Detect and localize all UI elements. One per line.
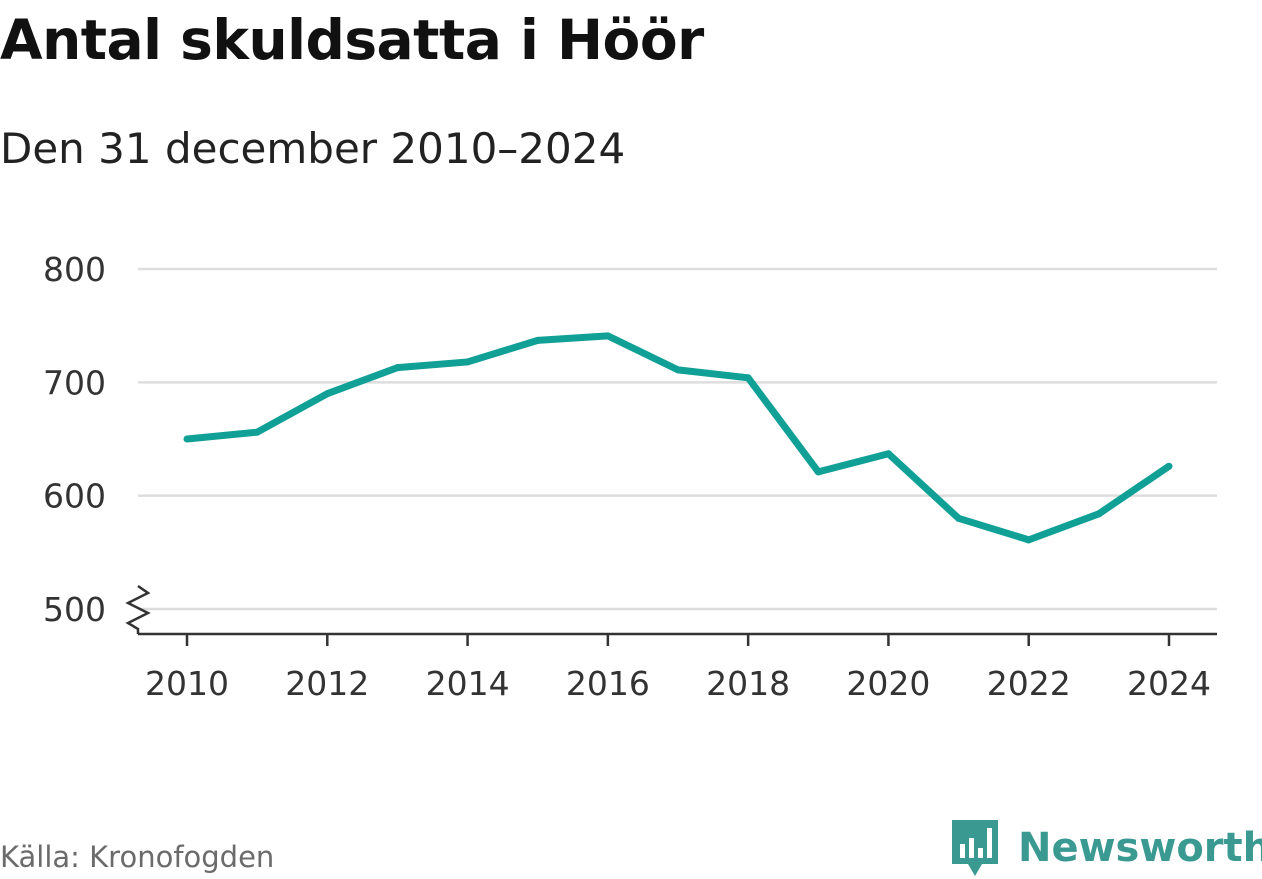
brand-logo: Newsworthy <box>950 818 1262 878</box>
data-point <box>955 514 963 522</box>
y-tick-label: 600 <box>43 477 106 516</box>
chart-subtitle: Den 31 december 2010–2024 <box>0 124 626 173</box>
data-point <box>884 450 892 458</box>
x-tick-label: 2010 <box>145 664 229 703</box>
data-point <box>1095 510 1103 518</box>
data-point <box>604 332 612 340</box>
x-tick-label: 2014 <box>426 664 510 703</box>
x-tick-labels: 2010 2012 2014 2016 2018 2020 2022 2024 <box>145 664 1211 703</box>
y-tick-labels: 500 600 700 800 <box>43 250 106 629</box>
y-tick-label: 700 <box>43 363 106 402</box>
data-point <box>183 435 191 443</box>
x-tick-label: 2018 <box>706 664 790 703</box>
data-point <box>253 428 261 436</box>
brand-name: Newsworthy <box>1018 825 1262 871</box>
y-tick-label: 500 <box>43 590 106 629</box>
x-tick-label: 2024 <box>1127 664 1211 703</box>
data-point <box>393 364 401 372</box>
gridlines <box>138 267 1217 611</box>
source-note: Källa: Kronofogden <box>0 840 275 874</box>
data-point <box>534 336 542 344</box>
x-axis <box>125 584 1217 646</box>
x-tick-label: 2012 <box>285 664 369 703</box>
data-point <box>674 366 682 374</box>
series-layer <box>183 332 1173 544</box>
data-point <box>1025 536 1033 544</box>
x-tick-label: 2016 <box>566 664 650 703</box>
x-tick-label: 2022 <box>987 664 1071 703</box>
y-tick-label: 800 <box>43 250 106 289</box>
chart-title: Antal skuldsatta i Höör <box>0 8 704 72</box>
y-axis-break <box>125 584 151 634</box>
data-point <box>744 374 752 382</box>
data-point <box>1165 462 1173 470</box>
data-point <box>323 390 331 398</box>
newsworthy-logo-icon <box>952 820 998 876</box>
data-point <box>814 468 822 476</box>
data-point <box>464 358 472 366</box>
x-tick-label: 2020 <box>846 664 930 703</box>
